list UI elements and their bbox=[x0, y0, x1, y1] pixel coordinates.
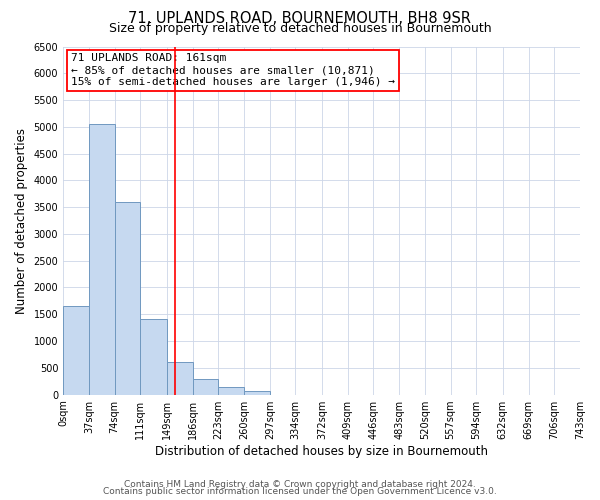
Bar bbox=[63, 306, 89, 394]
Text: 71 UPLANDS ROAD: 161sqm
← 85% of detached houses are smaller (10,871)
15% of sem: 71 UPLANDS ROAD: 161sqm ← 85% of detache… bbox=[71, 54, 395, 86]
Text: Contains public sector information licensed under the Open Government Licence v3: Contains public sector information licen… bbox=[103, 487, 497, 496]
Bar bbox=[115, 202, 140, 394]
Text: Size of property relative to detached houses in Bournemouth: Size of property relative to detached ho… bbox=[109, 22, 491, 35]
Bar bbox=[193, 378, 218, 394]
Text: 71, UPLANDS ROAD, BOURNEMOUTH, BH8 9SR: 71, UPLANDS ROAD, BOURNEMOUTH, BH8 9SR bbox=[128, 11, 472, 26]
Bar bbox=[218, 387, 244, 394]
X-axis label: Distribution of detached houses by size in Bournemouth: Distribution of detached houses by size … bbox=[155, 444, 488, 458]
Bar bbox=[140, 318, 167, 394]
Text: Contains HM Land Registry data © Crown copyright and database right 2024.: Contains HM Land Registry data © Crown c… bbox=[124, 480, 476, 489]
Y-axis label: Number of detached properties: Number of detached properties bbox=[15, 128, 28, 314]
Bar bbox=[167, 362, 193, 394]
Bar bbox=[89, 124, 115, 394]
Bar bbox=[244, 392, 270, 394]
